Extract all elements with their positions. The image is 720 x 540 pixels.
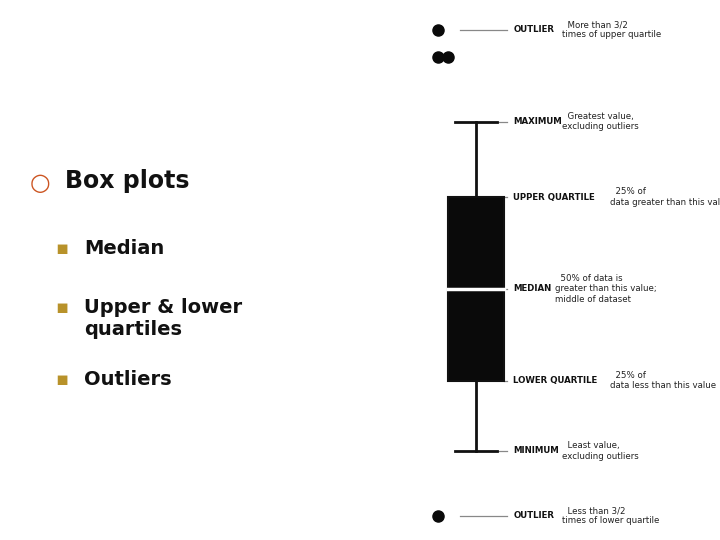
Text: ▪: ▪ xyxy=(55,239,68,258)
Text: ▪: ▪ xyxy=(55,370,68,389)
Text: OUTLIER: OUTLIER xyxy=(513,511,554,520)
Text: 25% of
data greater than this value: 25% of data greater than this value xyxy=(610,187,720,207)
Text: Box plots: Box plots xyxy=(66,169,190,193)
Text: 25% of
data less than this value: 25% of data less than this value xyxy=(610,371,716,390)
Text: MEDIAN: MEDIAN xyxy=(513,285,552,293)
Text: 50% of data is
greater than this value;
middle of dataset: 50% of data is greater than this value; … xyxy=(554,274,657,304)
Text: More than 3/2
times of upper quartile: More than 3/2 times of upper quartile xyxy=(562,20,661,39)
Text: Least value,
excluding outliers: Least value, excluding outliers xyxy=(562,441,638,461)
Text: Less than 3/2
times of lower quartile: Less than 3/2 times of lower quartile xyxy=(562,506,659,525)
Text: SPREAD: SPREAD xyxy=(161,80,261,100)
Text: LOWER QUARTILE: LOWER QUARTILE xyxy=(513,376,598,385)
Text: Greatest value,
excluding outliers: Greatest value, excluding outliers xyxy=(562,112,638,131)
Text: OUTLIER: OUTLIER xyxy=(513,25,554,34)
Text: Upper & lower
quartiles: Upper & lower quartiles xyxy=(84,299,243,339)
Text: UPPER QUARTILE: UPPER QUARTILE xyxy=(513,193,595,201)
Text: PRESENTATION OF: PRESENTATION OF xyxy=(96,34,325,54)
Text: Outliers: Outliers xyxy=(84,370,172,389)
Text: MAXIMUM: MAXIMUM xyxy=(513,117,562,126)
Bar xyxy=(448,197,504,381)
Text: MINIMUM: MINIMUM xyxy=(513,447,559,455)
Text: ○: ○ xyxy=(30,171,50,195)
Text: Median: Median xyxy=(84,239,164,258)
Text: ▪: ▪ xyxy=(55,299,68,318)
